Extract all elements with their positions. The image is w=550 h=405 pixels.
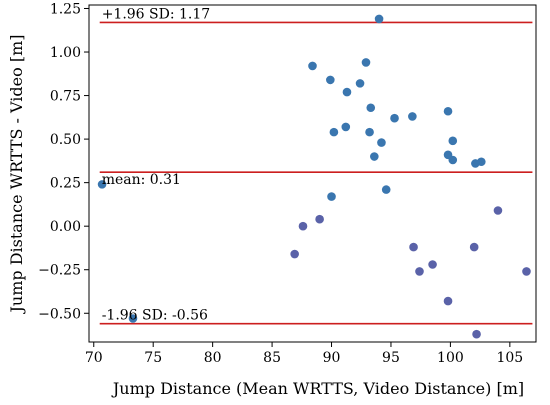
data-point-1 (128, 314, 138, 323)
data-point-19 (390, 113, 399, 123)
data-point-7 (327, 192, 336, 201)
y-tick-label-4: 0.50 (50, 132, 81, 148)
data-point-5 (315, 214, 324, 224)
data-point-23 (428, 260, 437, 269)
y-axis: −0.50 −0.25 0.00 0.25 0.50 0.75 1.00 1.25 (38, 1, 89, 322)
x-axis-label: Jump Distance (Mean WRTTS, Video Distanc… (111, 379, 524, 398)
data-point-22 (415, 267, 424, 276)
data-point-8 (329, 127, 339, 137)
data-points (97, 14, 531, 339)
data-point-10 (342, 87, 352, 97)
data-point-32 (477, 157, 486, 167)
y-tick-label-6: 1.00 (50, 45, 81, 61)
data-point-11 (355, 79, 365, 88)
y-tick-label-0: −0.50 (38, 306, 81, 322)
data-point-9 (341, 122, 351, 132)
data-point-13 (365, 127, 374, 137)
data-point-4 (308, 61, 317, 71)
x-axis: 70 75 80 85 90 95 100 105 (85, 342, 523, 366)
data-point-17 (377, 138, 386, 147)
y-tick-label-5: 0.75 (50, 89, 81, 105)
data-point-33 (493, 206, 503, 215)
data-point-28 (448, 155, 458, 165)
y-tick-label-3: 0.25 (50, 176, 81, 192)
x-tick-label-7: 105 (496, 350, 523, 366)
data-point-29 (469, 242, 479, 252)
x-tick-label-2: 80 (204, 350, 222, 366)
data-point-14 (366, 103, 376, 113)
data-point-15 (370, 152, 379, 161)
data-point-6 (326, 75, 335, 85)
reference-line-label-2: -1.96 SD: -0.56 (102, 308, 208, 324)
data-point-18 (381, 185, 391, 194)
data-point-26 (443, 296, 453, 306)
data-point-2 (290, 249, 299, 259)
data-point-27 (448, 136, 458, 146)
x-tick-label-0: 70 (85, 350, 103, 366)
data-point-0 (97, 180, 107, 189)
reference-line-label-1: mean: 0.31 (102, 172, 181, 188)
reference-line-label-0: +1.96 SD: 1.17 (102, 6, 211, 22)
y-axis-label: Jump Distance WRTTS - Video [m] (7, 34, 26, 314)
x-tick-label-3: 85 (263, 350, 281, 366)
plot-frame (88, 4, 537, 343)
y-tick-label-2: 0.00 (50, 219, 81, 235)
data-point-34 (522, 267, 531, 276)
plot-area: +1.96 SD: 1.17 mean: 0.31 -1.96 SD: -0.56 (97, 6, 533, 339)
data-point-20 (408, 112, 417, 121)
data-point-3 (298, 221, 308, 231)
data-point-31 (472, 329, 481, 339)
data-point-12 (361, 58, 371, 67)
y-tick-label-1: −0.25 (38, 263, 81, 279)
x-tick-label-6: 100 (437, 350, 464, 366)
y-tick-label-7: 1.25 (50, 1, 81, 17)
data-point-24 (443, 106, 453, 116)
data-point-16 (374, 14, 384, 24)
x-tick-label-1: 75 (144, 350, 162, 366)
x-tick-label-4: 90 (323, 350, 341, 366)
x-tick-label-5: 95 (382, 350, 400, 366)
data-point-21 (409, 242, 418, 252)
